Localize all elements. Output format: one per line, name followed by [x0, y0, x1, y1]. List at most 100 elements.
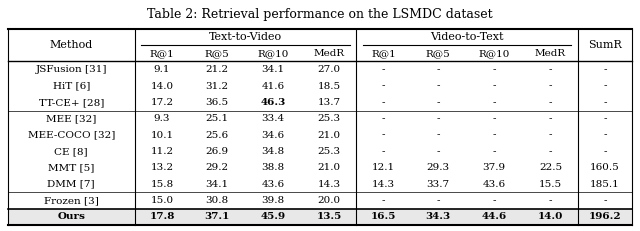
Text: 160.5: 160.5	[590, 163, 620, 172]
Text: -: -	[604, 65, 607, 74]
Text: -: -	[493, 82, 496, 91]
Text: CE [8]: CE [8]	[54, 147, 88, 156]
Text: 25.1: 25.1	[205, 114, 228, 123]
Text: 17.2: 17.2	[150, 98, 173, 107]
Text: R@10: R@10	[257, 49, 289, 58]
Text: -: -	[548, 114, 552, 123]
Text: -: -	[604, 131, 607, 140]
Text: R@10: R@10	[479, 49, 510, 58]
Text: -: -	[382, 82, 385, 91]
Text: 196.2: 196.2	[589, 212, 621, 221]
Text: -: -	[382, 131, 385, 140]
Text: 43.6: 43.6	[261, 180, 284, 189]
Text: SumR: SumR	[588, 40, 622, 50]
Text: 13.2: 13.2	[150, 163, 173, 172]
Text: 10.1: 10.1	[150, 131, 173, 140]
Text: 34.8: 34.8	[261, 147, 284, 156]
Text: 44.6: 44.6	[482, 212, 507, 221]
Text: 41.6: 41.6	[261, 82, 284, 91]
Text: -: -	[548, 98, 552, 107]
Text: Ours: Ours	[58, 212, 85, 221]
Text: -: -	[436, 65, 440, 74]
Text: -: -	[604, 147, 607, 156]
Text: MEE-COCO [32]: MEE-COCO [32]	[28, 131, 115, 140]
Text: 11.2: 11.2	[150, 147, 173, 156]
Text: 15.0: 15.0	[150, 196, 173, 205]
Text: -: -	[436, 98, 440, 107]
Text: MMT [5]: MMT [5]	[48, 163, 95, 172]
Text: 29.3: 29.3	[426, 163, 449, 172]
Text: 21.0: 21.0	[317, 163, 340, 172]
Text: JSFusion [31]: JSFusion [31]	[36, 65, 107, 74]
Text: 20.0: 20.0	[317, 196, 340, 205]
Text: 12.1: 12.1	[372, 163, 395, 172]
Text: 33.7: 33.7	[426, 180, 449, 189]
Text: -: -	[493, 131, 496, 140]
Text: Video-to-Text: Video-to-Text	[430, 32, 504, 42]
Text: 34.6: 34.6	[261, 131, 284, 140]
FancyBboxPatch shape	[8, 209, 632, 225]
Text: 46.3: 46.3	[260, 98, 285, 107]
Text: 38.8: 38.8	[261, 163, 284, 172]
Text: 29.2: 29.2	[205, 163, 228, 172]
Text: 15.8: 15.8	[150, 180, 173, 189]
Text: 34.1: 34.1	[261, 65, 284, 74]
Text: 18.5: 18.5	[317, 82, 340, 91]
Text: 27.0: 27.0	[317, 65, 340, 74]
Text: -: -	[493, 114, 496, 123]
Text: -: -	[493, 147, 496, 156]
Text: 15.5: 15.5	[539, 180, 562, 189]
Text: 33.4: 33.4	[261, 114, 284, 123]
Text: -: -	[382, 114, 385, 123]
Text: -: -	[382, 147, 385, 156]
Text: -: -	[493, 65, 496, 74]
Text: 34.1: 34.1	[205, 180, 228, 189]
Text: 9.1: 9.1	[154, 65, 170, 74]
Text: -: -	[548, 65, 552, 74]
Text: TT-CE+ [28]: TT-CE+ [28]	[38, 98, 104, 107]
Text: -: -	[548, 147, 552, 156]
Text: R@5: R@5	[204, 49, 229, 58]
Text: -: -	[493, 98, 496, 107]
Text: MedR: MedR	[314, 49, 344, 58]
Text: 37.9: 37.9	[483, 163, 506, 172]
Text: -: -	[604, 82, 607, 91]
Text: -: -	[382, 98, 385, 107]
Text: -: -	[548, 82, 552, 91]
Text: R@1: R@1	[371, 49, 396, 58]
Text: -: -	[436, 147, 440, 156]
Text: MedR: MedR	[535, 49, 566, 58]
Text: 14.3: 14.3	[317, 180, 340, 189]
Text: -: -	[382, 65, 385, 74]
Text: -: -	[604, 196, 607, 205]
Text: 14.3: 14.3	[372, 180, 395, 189]
Text: 21.2: 21.2	[205, 65, 228, 74]
Text: 25.6: 25.6	[205, 131, 228, 140]
Text: 13.7: 13.7	[317, 98, 340, 107]
Text: 31.2: 31.2	[205, 82, 228, 91]
Text: -: -	[548, 196, 552, 205]
Text: R@5: R@5	[426, 49, 451, 58]
Text: 39.8: 39.8	[261, 196, 284, 205]
Text: -: -	[436, 82, 440, 91]
Text: MEE [32]: MEE [32]	[46, 114, 97, 123]
Text: R@1: R@1	[150, 49, 175, 58]
Text: 36.5: 36.5	[205, 98, 228, 107]
Text: 13.5: 13.5	[316, 212, 342, 221]
Text: -: -	[436, 131, 440, 140]
Text: 14.0: 14.0	[150, 82, 173, 91]
Text: -: -	[493, 196, 496, 205]
Text: -: -	[382, 196, 385, 205]
Text: DMM [7]: DMM [7]	[47, 180, 95, 189]
Text: 21.0: 21.0	[317, 131, 340, 140]
Text: 14.0: 14.0	[538, 212, 563, 221]
Text: 45.9: 45.9	[260, 212, 285, 221]
Text: -: -	[604, 114, 607, 123]
Text: 43.6: 43.6	[483, 180, 506, 189]
Text: 22.5: 22.5	[539, 163, 562, 172]
Text: 185.1: 185.1	[590, 180, 620, 189]
Text: Table 2: Retrieval performance on the LSMDC dataset: Table 2: Retrieval performance on the LS…	[147, 8, 493, 21]
Text: 17.8: 17.8	[149, 212, 175, 221]
Text: -: -	[436, 196, 440, 205]
Text: Method: Method	[50, 40, 93, 50]
